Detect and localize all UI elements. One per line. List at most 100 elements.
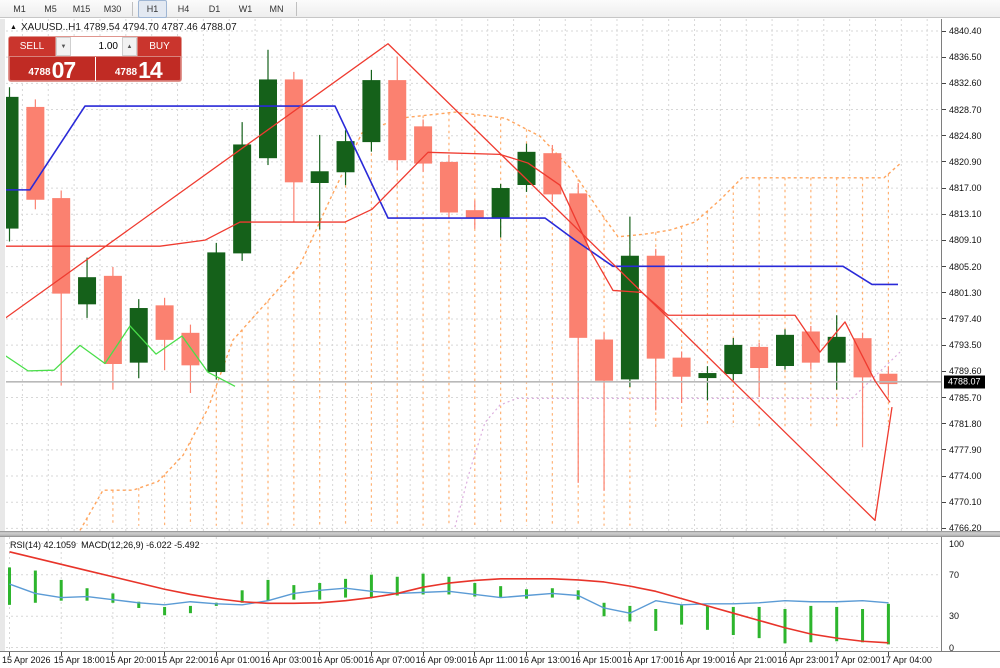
time-axis-label: 16 Apr 05:00 xyxy=(312,655,364,665)
timeframe-button-m5[interactable]: M5 xyxy=(44,3,57,14)
time-axis-label: 16 Apr 11:00 xyxy=(467,655,518,665)
time-axis-label: 16 Apr 19:00 xyxy=(674,655,726,665)
time-axis-tick xyxy=(164,652,166,656)
price-axis-tick xyxy=(942,475,946,477)
price-axis-tick xyxy=(942,109,946,111)
price-axis-tick xyxy=(942,213,946,215)
one-click-trade-widget: SELL ▼ ▲ BUY 4788 07 4788 14 xyxy=(8,36,182,82)
time-axis-label: 15 Apr 22:00 xyxy=(157,655,209,665)
price-axis-label: 4781.80 xyxy=(949,418,982,429)
indicator-axis-label: 30 xyxy=(949,611,960,622)
buy-button[interactable]: BUY xyxy=(137,37,181,56)
chart-title-bar: ▲ XAUUSD..H1 4789.54 4794.70 4787.46 478… xyxy=(10,22,237,33)
time-axis-label: 16 Apr 01:00 xyxy=(208,655,260,665)
sell-button[interactable]: SELL xyxy=(9,37,56,56)
price-axis-tick xyxy=(942,82,946,84)
sell-price-big: 07 xyxy=(51,57,77,82)
price-axis-label: 4777.90 xyxy=(949,444,982,455)
time-axis-label: 16 Apr 03:00 xyxy=(260,655,312,665)
time-axis-tick xyxy=(629,652,631,656)
timeframe-button-h4[interactable]: H4 xyxy=(177,3,190,14)
time-axis-label: 15 Apr 20:00 xyxy=(105,655,157,665)
volume-input[interactable] xyxy=(71,37,122,56)
price-axis-label: 4774.00 xyxy=(949,471,982,482)
price-axis-tick xyxy=(942,135,946,137)
timeframe-button-m1[interactable]: M1 xyxy=(13,3,26,14)
price-axis-label: 4789.60 xyxy=(949,366,982,377)
price-axis-label: 4793.50 xyxy=(949,340,982,351)
price-axis-tick xyxy=(942,449,946,451)
time-axis-label: 16 Apr 21:00 xyxy=(725,655,777,665)
time-axis-label: 16 Apr 23:00 xyxy=(777,655,829,665)
price-axis-tick xyxy=(942,318,946,320)
time-axis-tick xyxy=(784,652,786,656)
price-axis-label: 4828.70 xyxy=(949,104,982,115)
indicator-scale-axis: 100 70 30 0 xyxy=(941,537,1000,653)
price-axis[interactable]: 4840.40 4836.50 4832.60 4828.70 4824.80 4820.… xyxy=(941,19,1000,534)
time-axis-label: 16 Apr 09:00 xyxy=(415,655,467,665)
time-axis-label: 17 Apr 02:00 xyxy=(829,655,881,665)
chart-symbol-ohlc: XAUUSD..H1 4789.54 4794.70 4787.46 4788.… xyxy=(20,22,237,33)
price-axis-label: 4801.30 xyxy=(949,287,982,298)
time-axis-tick xyxy=(319,652,321,656)
time-axis[interactable]: 15 Apr 2026 15 Apr 18:00 15 Apr 20:00 15 Ap… xyxy=(0,651,1000,668)
time-axis-label: 15 Apr 18:00 xyxy=(53,655,105,665)
buy-quote[interactable]: 4788 14 xyxy=(96,57,182,82)
time-axis-label: 16 Apr 15:00 xyxy=(570,655,622,665)
volume-increase-button[interactable]: ▲ xyxy=(122,37,137,56)
time-axis-tick xyxy=(474,652,476,656)
window-splitter[interactable] xyxy=(0,531,1000,537)
time-axis-label: 16 Apr 13:00 xyxy=(519,655,571,665)
indicator-axis-label: 70 xyxy=(949,569,960,580)
time-axis-tick xyxy=(267,652,269,656)
price-axis-label: 4766.20 xyxy=(949,523,982,534)
rsi-label: RSI(14) 42.1059 xyxy=(10,540,77,550)
price-axis-tick xyxy=(942,397,946,398)
buy-price-big: 14 xyxy=(138,57,163,82)
time-axis-tick xyxy=(577,652,579,656)
time-axis-label: 15 Apr 2026 xyxy=(2,655,51,665)
timeframe-button-mn[interactable]: MN xyxy=(269,3,284,14)
price-axis-tick xyxy=(942,423,946,425)
timeframe-button-h1[interactable]: H1 xyxy=(138,0,167,18)
time-axis-tick xyxy=(732,652,734,656)
price-axis-label: 4813.10 xyxy=(949,209,982,220)
time-axis-tick xyxy=(887,652,889,656)
toolbar-separator xyxy=(296,1,297,16)
time-axis-tick xyxy=(215,652,217,656)
time-axis-tick xyxy=(526,652,527,656)
indicator-axis-label: 0 xyxy=(949,642,955,653)
time-axis-tick xyxy=(681,652,683,656)
price-axis-tick xyxy=(942,370,946,372)
volume-decrease-button[interactable]: ▼ xyxy=(56,37,71,56)
sell-price-base: 4788 xyxy=(28,67,51,78)
time-axis-tick xyxy=(112,652,114,656)
price-axis-tick xyxy=(942,344,946,346)
timeframe-button-m30[interactable]: M30 xyxy=(103,3,122,14)
time-axis-tick xyxy=(9,652,10,656)
timeframe-button-w1[interactable]: W1 xyxy=(238,3,253,14)
price-axis-tick xyxy=(942,30,946,32)
sell-quote[interactable]: 4788 07 xyxy=(9,57,96,82)
main-chart-canvas[interactable] xyxy=(6,19,941,531)
time-axis-label: 17 Apr 04:00 xyxy=(880,655,932,665)
price-axis-label: 4820.90 xyxy=(949,156,982,167)
timeframe-button-m15[interactable]: M15 xyxy=(72,3,91,14)
timeframe-button-d1[interactable]: D1 xyxy=(208,3,221,14)
price-axis-tick xyxy=(942,239,946,241)
price-axis-label: 4836.50 xyxy=(949,52,982,63)
price-axis-label: 4817.00 xyxy=(949,183,982,194)
current-price-tag: 4788.07 xyxy=(944,375,985,389)
collapse-triangle-icon[interactable]: ▲ xyxy=(10,24,17,31)
time-axis-tick xyxy=(370,652,372,656)
price-axis-tick xyxy=(942,501,946,503)
time-axis-tick xyxy=(422,652,424,656)
time-axis-tick xyxy=(60,652,62,656)
indicator-axis-label: 100 xyxy=(949,538,965,549)
price-axis-tick xyxy=(942,187,946,189)
indicator-canvas[interactable] xyxy=(6,537,941,651)
price-axis-label: 4785.70 xyxy=(949,392,982,403)
price-axis-tick xyxy=(942,56,946,58)
price-axis-label: 4770.10 xyxy=(949,497,982,508)
